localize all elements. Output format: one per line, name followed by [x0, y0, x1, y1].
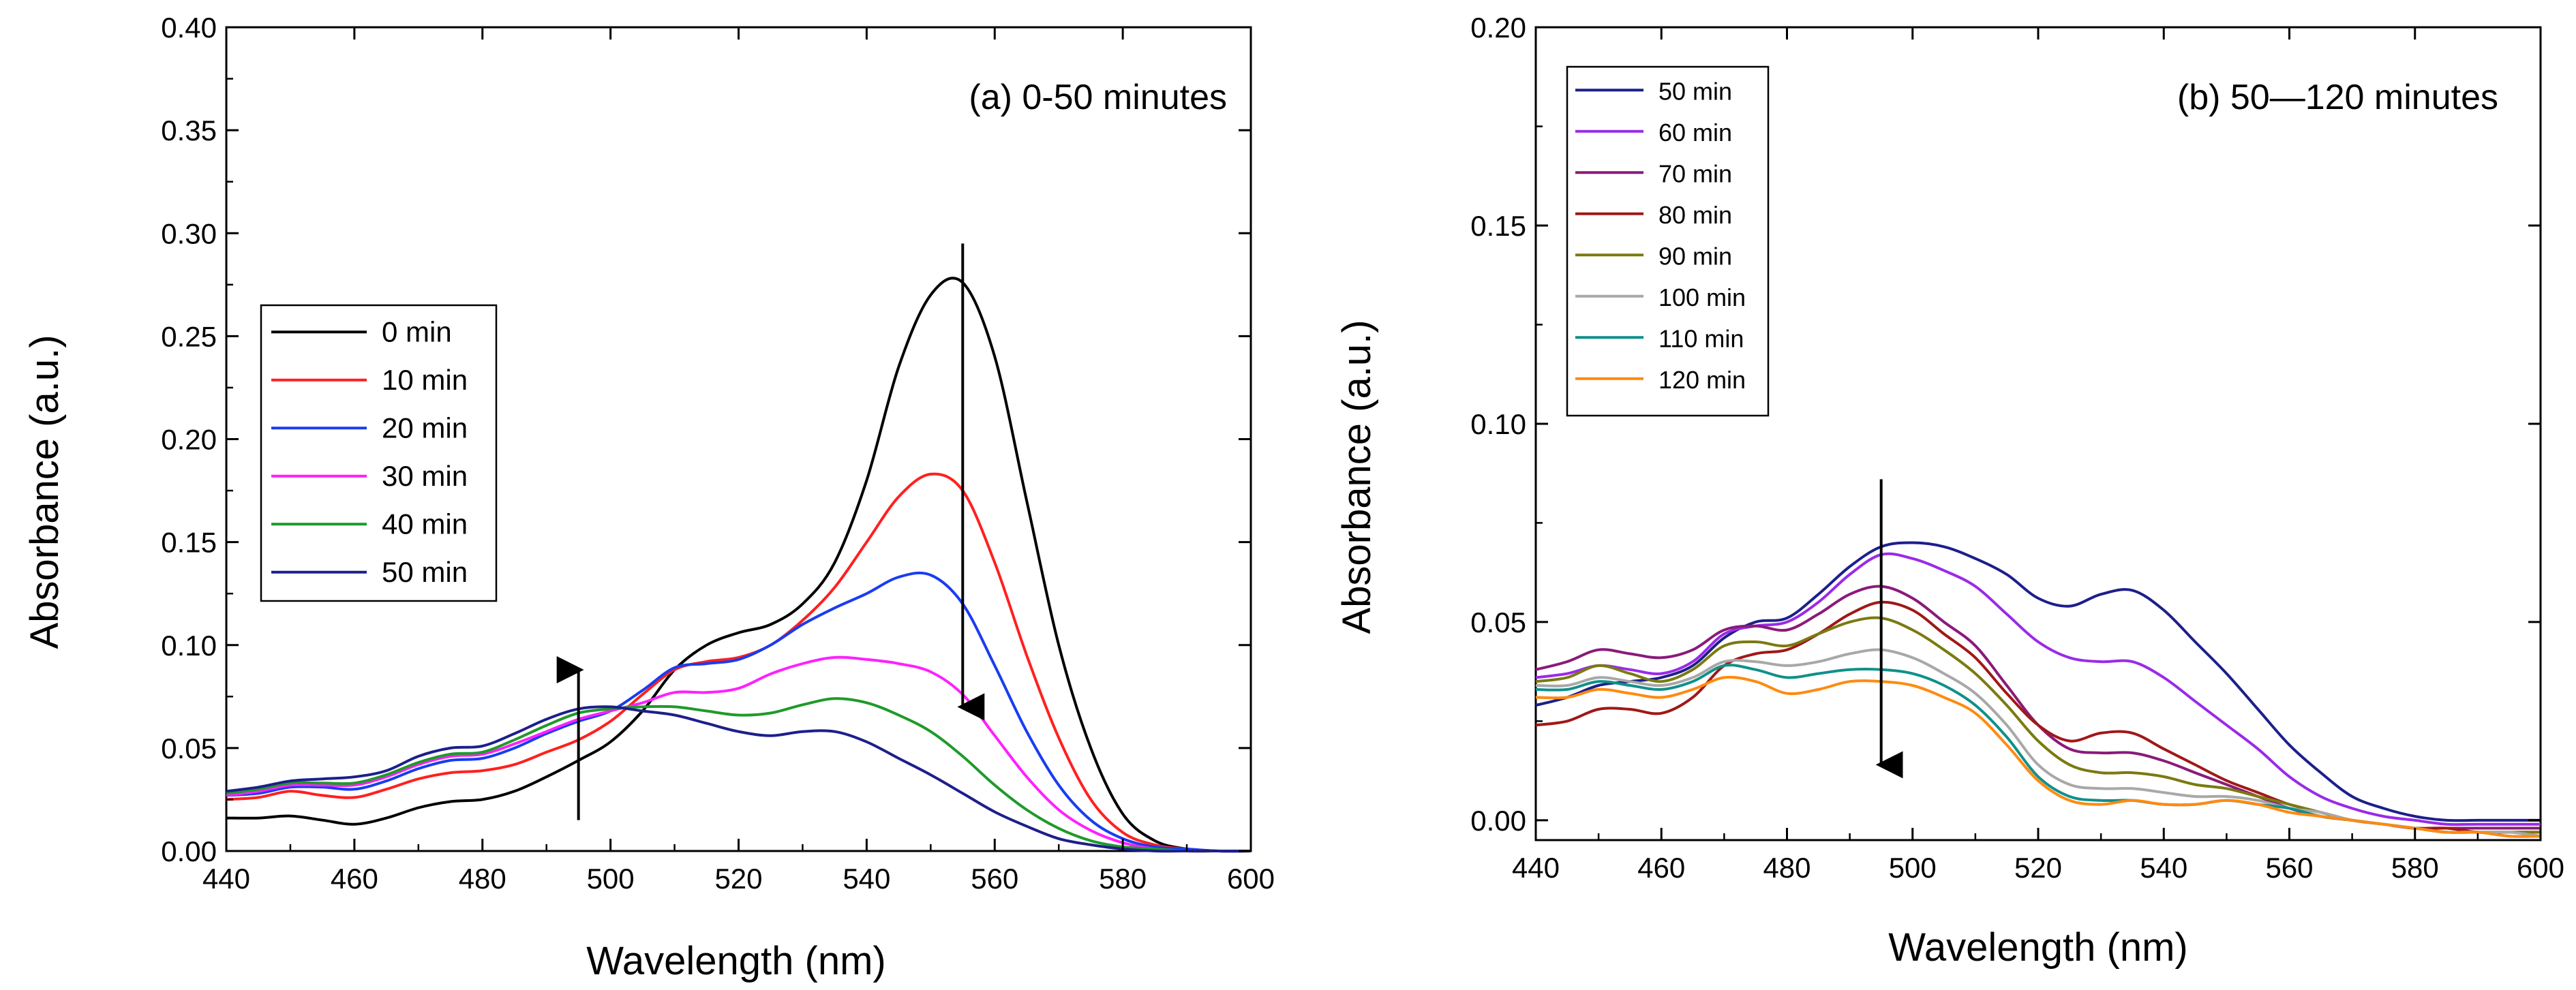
panel-b-legend-label: 50 min [1658, 77, 1732, 105]
panel-b-ytick-label: 0.10 [1470, 408, 1526, 440]
panel-b-ytick-label: 0.20 [1470, 12, 1526, 44]
panel-a-xtick-label: 540 [843, 863, 890, 895]
panel-b-xtick-label: 580 [2391, 852, 2439, 884]
panel-b-xtick-label: 520 [2014, 852, 2062, 884]
panel-a-legend-label: 0 min [382, 315, 452, 347]
panel-b-legend-box [1566, 65, 1770, 417]
panel-a-legend-label: 20 min [382, 412, 468, 444]
panel-a-series [226, 277, 1252, 853]
panel-a-ytick-label: 0.35 [161, 114, 217, 146]
panel-b-xtick-label: 560 [2265, 852, 2313, 884]
panel-a-ytick-label: 0.20 [161, 424, 217, 456]
panel-b-xlabel: Wavelength (nm) [1888, 925, 2187, 970]
panel-a-xtick-label: 520 [714, 863, 762, 895]
panel-a-xtick-label: 580 [1099, 863, 1147, 895]
panel-b-xtick-label: 440 [1512, 852, 1560, 884]
panel-b-series-60-min [1535, 552, 2541, 826]
panel-b-legend-label: 60 min [1658, 119, 1732, 146]
panel-b-ytick-label: 0.15 [1470, 210, 1526, 242]
panel-a-ytick-label: 0.25 [161, 320, 217, 352]
panel-a-legend: 0 min 10 min 20 min 30 min 40 min 50 min [260, 304, 498, 602]
panel-b-xtick-label: 500 [1889, 852, 1937, 884]
panel-b: 440 460 480 500 520 540 560 580 600 0.00 0.05 0.10 0… [1335, 12, 2564, 970]
panel-a-series-40-min [226, 697, 1251, 853]
panel-b-ytick-label: 0.00 [1470, 805, 1526, 837]
panel-a-ytick-label: 0.05 [161, 732, 217, 764]
panel-b-series-100-min [1535, 648, 2541, 838]
panel-b-series-70-min [1535, 585, 2541, 830]
panel-a-ylabel: Absorbance (a.u.) [22, 335, 67, 649]
panel-a-ytick-label: 0.10 [161, 630, 217, 662]
panel-a-series-30-min [226, 655, 1251, 853]
panel-a-legend-box [260, 304, 498, 602]
panel-a-ytick-label: 0.30 [161, 217, 217, 249]
panel-a-xtick-label: 500 [587, 863, 635, 895]
panel-b-xtick-label: 540 [2140, 852, 2187, 884]
panel-a-xtick-label: 440 [202, 863, 250, 895]
panel-a-xtick-label: 600 [1227, 863, 1275, 895]
panel-b-ytick-label: 0.05 [1470, 606, 1526, 638]
panel-a-ytick-label: 0.00 [161, 835, 217, 867]
panel-a-legend-label: 30 min [382, 460, 468, 492]
panel-b-legend-label: 110 min [1658, 324, 1744, 352]
panel-a-ticks: 440 460 480 500 520 540 560 580 600 0.00 0.05 0.10 0… [161, 12, 1275, 895]
panel-a-xtick-label: 460 [331, 863, 378, 895]
panel-b-xtick-label: 600 [2517, 852, 2564, 884]
panel-b-series [1535, 541, 2541, 838]
panel-a: 440 460 480 500 520 540 560 580 600 0.00 0.05 0.10 0… [22, 12, 1275, 983]
panel-b-series-120-min [1535, 675, 2541, 838]
panel-b-legend-label: 120 min [1658, 366, 1746, 394]
panel-b-legend-label: 70 min [1658, 159, 1732, 187]
panel-b-series-80-min [1535, 600, 2541, 834]
panel-b-ylabel: Absorbance (a.u.) [1335, 320, 1379, 634]
panel-a-ytick-label: 0.40 [161, 12, 217, 44]
panel-b-legend-label: 90 min [1658, 242, 1732, 270]
panel-a-legend-label: 40 min [382, 508, 468, 540]
panel-b-xtick-label: 480 [1763, 852, 1810, 884]
panel-b-legend-label: 80 min [1658, 201, 1732, 229]
panel-a-xtick-label: 480 [459, 863, 506, 895]
panel-b-legend-label: 100 min [1658, 283, 1746, 311]
panel-b-series-50-min [1535, 541, 2541, 822]
panel-a-series-20-min [226, 571, 1252, 853]
panel-a-xtick-label: 560 [971, 863, 1018, 895]
panel-a-legend-label: 10 min [382, 364, 468, 396]
panel-a-legend-label: 50 min [382, 556, 468, 588]
panel-a-arrows [556, 243, 985, 820]
panel-b-ticks: 440 460 480 500 520 540 560 580 600 0.00 0.05 0.10 0… [1470, 12, 2564, 884]
panel-a-xlabel: Wavelength (nm) [586, 939, 885, 983]
panel-a-ytick-label: 0.15 [161, 527, 217, 559]
panel-a-series-50-min [226, 705, 1251, 853]
panel-a-series-0-min [226, 277, 1252, 853]
panel-b-legend: 50 min 60 min 70 min 80 min 90 min 100 min 110… [1566, 65, 1770, 417]
panel-b-title: (b) 50—120 minutes [2177, 78, 2498, 117]
panel-a-title: (a) 0-50 minutes [969, 78, 1227, 117]
panel-b-xtick-label: 460 [1637, 852, 1685, 884]
